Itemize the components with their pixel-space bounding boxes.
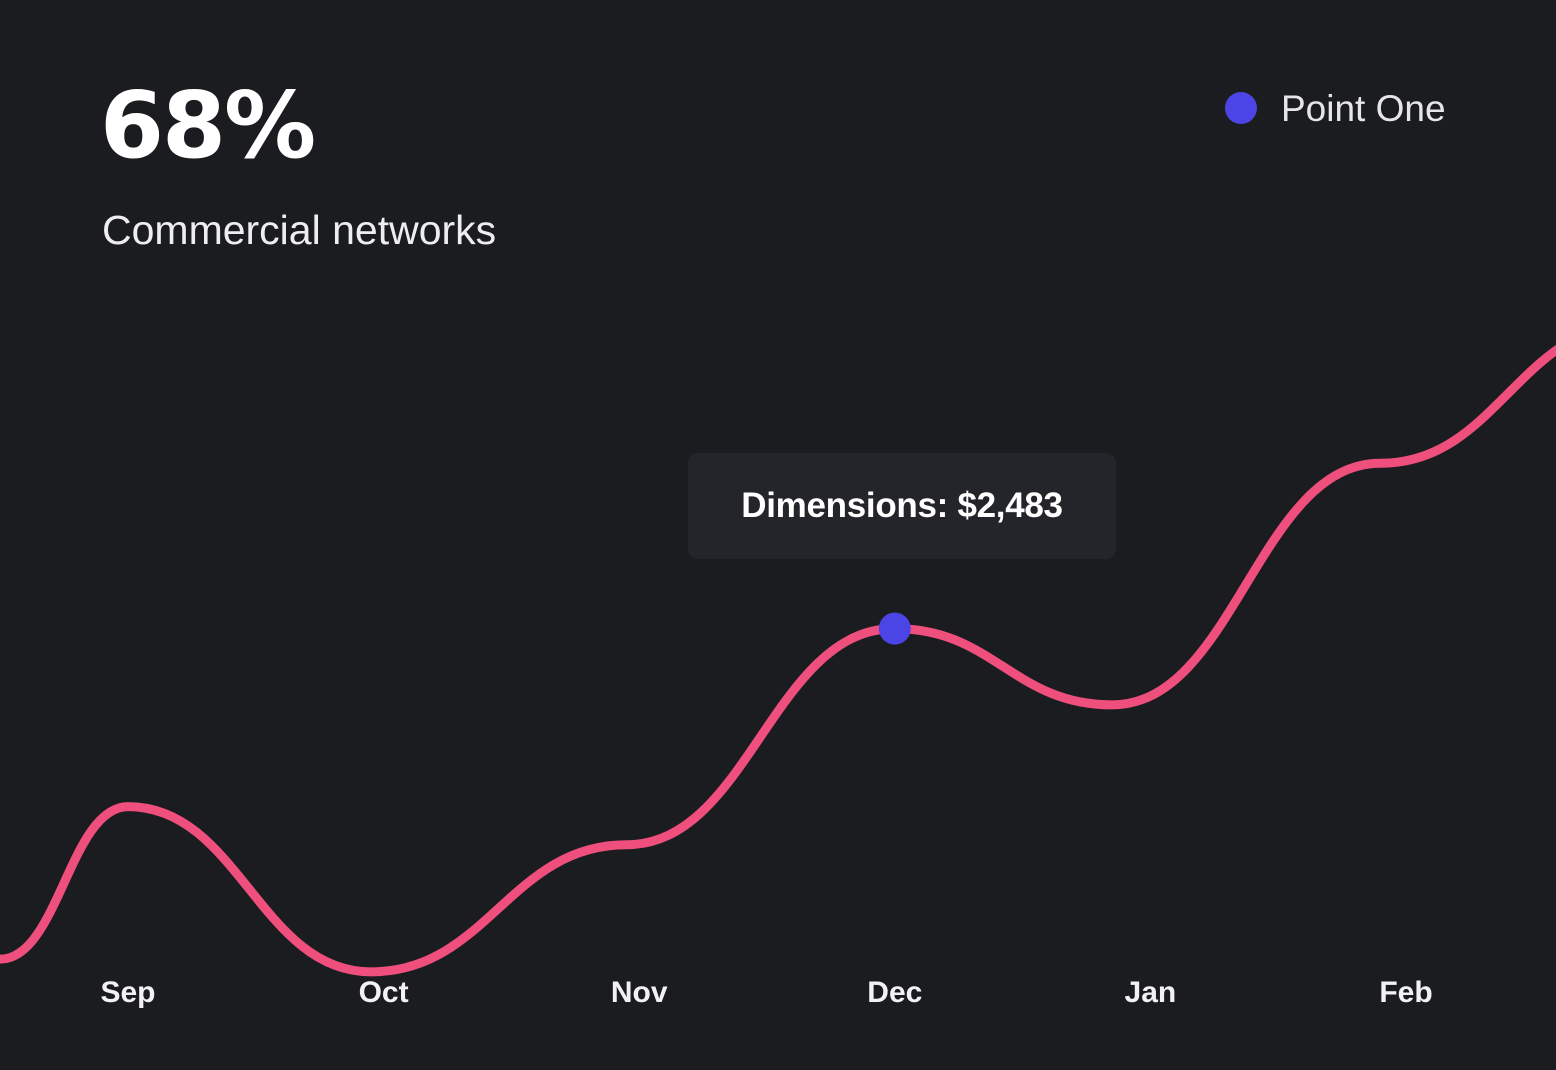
series-line-point-one[interactable]: [0, 323, 1556, 977]
legend[interactable]: Point One: [1225, 88, 1446, 128]
stat-label: Commercial networks: [102, 207, 497, 253]
chart-tooltip: Dimensions: $2,483: [688, 453, 1116, 559]
x-tick-label-nov: Nov: [610, 976, 668, 1009]
x-tick-label-dec: Dec: [867, 976, 923, 1009]
x-tick-label-jan: Jan: [1124, 976, 1177, 1009]
legend-label: Point One: [1281, 87, 1446, 129]
x-tick-label-feb: Feb: [1379, 976, 1433, 1009]
stat-value: 68%: [100, 72, 316, 179]
tooltip-text: Dimensions: $2,483: [741, 486, 1063, 525]
x-tick-label-sep: Sep: [100, 976, 156, 1009]
highlight-point-marker[interactable]: [878, 612, 911, 645]
legend-dot-icon: [1225, 92, 1257, 124]
x-tick-label-oct: Oct: [358, 976, 409, 1009]
